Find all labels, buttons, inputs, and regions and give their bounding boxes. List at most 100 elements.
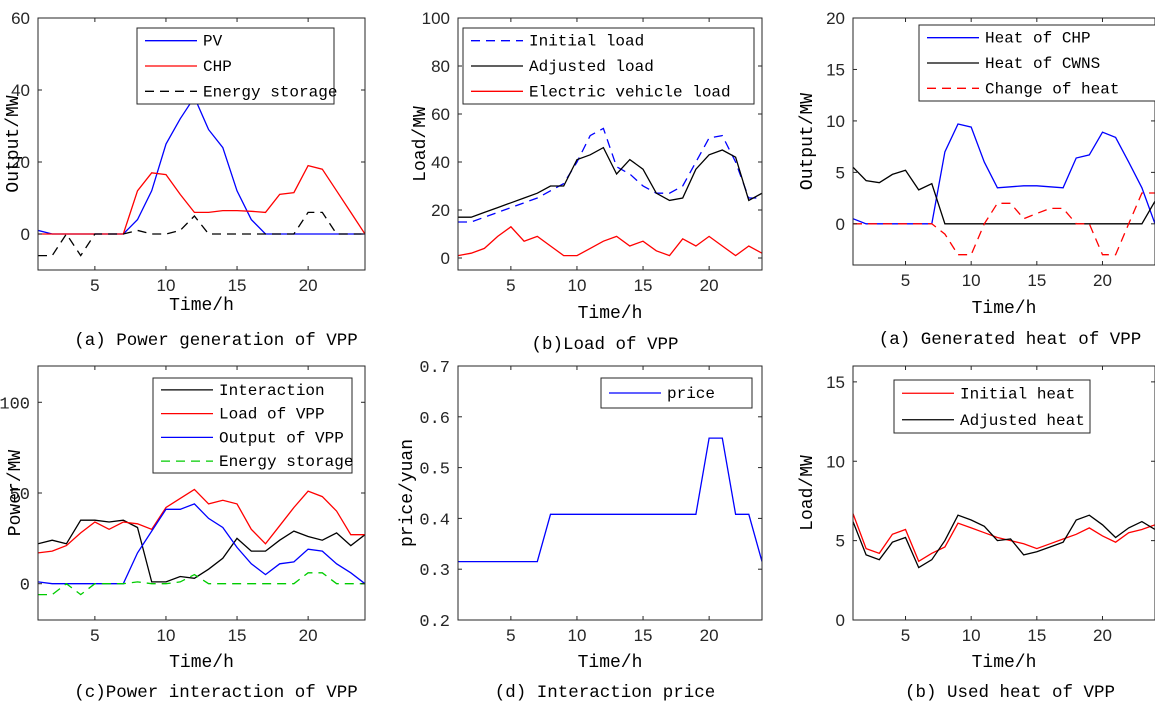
x-axis-label: Time/h (169, 653, 234, 673)
series-line-energy-storage (38, 572, 365, 596)
y-tick-label: 5 (836, 532, 845, 551)
y-axis-label: Output/MW (4, 95, 24, 192)
legend-label: Initial heat (960, 385, 1075, 403)
y-tick-label: 60 (11, 9, 30, 28)
y-tick-label: 0 (836, 611, 845, 630)
y-tick-label: 20 (431, 201, 450, 220)
legend-box (152, 377, 353, 474)
x-tick-label: 10 (962, 626, 981, 645)
series-line-chp (38, 164, 365, 235)
chart-a2: 5 10 15 20 0 5 10 15 20 Time/h Output/MW (a) Genera… (798, 9, 1155, 350)
chart-caption: (d) Interaction price (495, 683, 716, 703)
y-axis-label: Power/MW (6, 450, 26, 537)
legend-label: Interaction (219, 382, 325, 400)
y-tick-label: 20 (11, 153, 30, 172)
x-tick-label: 5 (90, 626, 99, 645)
legend-label: Heat of CWNS (985, 55, 1100, 73)
chart-caption: (b)Load of VPP (531, 335, 678, 355)
chart-c1: 5 10 15 20 0 50 100 Time/h Power/MW (c)Power inte… (0, 365, 366, 703)
series-line-heat-of-chp (853, 123, 1155, 225)
y-tick-label: 40 (431, 153, 450, 172)
y-tick-label: 60 (431, 105, 450, 124)
y-tick-label: 0 (441, 249, 450, 268)
x-tick-label: 20 (1093, 271, 1112, 290)
y-axis-label: Load/MW (798, 455, 818, 531)
legend: PV CHP Energy storage (136, 27, 337, 105)
x-axis-label: Time/h (972, 653, 1037, 673)
x-tick-label: 10 (156, 626, 175, 645)
x-tick-label: 5 (506, 276, 515, 295)
legend: Initial load Adjusted load Electric vehicl… (462, 27, 755, 105)
x-axis-label: Time/h (972, 299, 1037, 319)
y-tick-label: 15 (826, 373, 845, 392)
legend-label: Adjusted load (529, 58, 654, 76)
y-tick-label: 100 (422, 9, 450, 28)
y-tick-label: 20 (826, 9, 845, 28)
x-tick-label: 5 (901, 626, 910, 645)
x-tick-label: 15 (228, 276, 247, 295)
legend-label: Heat of CHP (985, 30, 1091, 48)
series-group (853, 123, 1155, 256)
series-line-change-of-heat (853, 192, 1155, 256)
y-tick-label: 50 (10, 486, 30, 505)
series-line-adjusted-heat (853, 514, 1155, 569)
series-line-energy-storage (38, 211, 365, 257)
y-tick-label: 10 (826, 112, 845, 131)
x-tick-label: 20 (1093, 626, 1112, 645)
legend-label: Energy storage (203, 83, 337, 101)
chart-b1: 5 10 15 20 0 20 40 60 80 100 Time/h Load/MW (b)Load … (411, 9, 763, 355)
legend-box (893, 379, 1091, 434)
x-tick-label: 20 (299, 276, 318, 295)
x-tick-label: 10 (962, 271, 981, 290)
series-line-heat-of-cwns (853, 166, 1155, 225)
x-tick-label: 15 (1027, 626, 1046, 645)
y-tick-label: 5 (836, 163, 845, 182)
series-group (458, 437, 762, 563)
y-axis-label: price/yuan (398, 439, 418, 547)
series-line-load-of-vpp (38, 488, 365, 554)
series-line-interaction (38, 519, 365, 583)
y-axis-label: Load/MW (411, 106, 431, 182)
y-tick-label: 0 (20, 577, 30, 596)
x-tick-label: 20 (700, 626, 719, 645)
legend-label: Energy storage (219, 453, 353, 471)
series-line-initial-heat (853, 513, 1155, 563)
x-axis-label: Time/h (578, 304, 643, 324)
chart-caption: (b) Used heat of VPP (905, 683, 1115, 703)
x-tick-label: 5 (506, 626, 515, 645)
x-axis-label: Time/h (578, 653, 643, 673)
series-line-adjusted-load (458, 146, 762, 218)
plot-frame (37, 17, 366, 271)
chart-caption: (a) Power generation of VPP (74, 331, 358, 351)
y-tick-label: 0.6 (419, 410, 450, 429)
series-line-output-of-vpp (38, 503, 365, 585)
y-tick-label: 10 (826, 452, 845, 471)
x-tick-label: 5 (901, 271, 910, 290)
plot-frame (457, 17, 763, 271)
series-group (38, 488, 365, 596)
x-tick-label: 15 (634, 276, 653, 295)
y-tick-label: 0.5 (419, 461, 450, 480)
x-tick-label: 20 (700, 276, 719, 295)
legend-label: Initial load (529, 33, 644, 51)
legend-label: PV (203, 33, 223, 51)
x-tick-label: 10 (567, 276, 586, 295)
chart-caption: (c)Power interaction of VPP (74, 683, 358, 703)
x-tick-label: 20 (299, 626, 318, 645)
series-line-electric-vehicle-load (458, 225, 762, 257)
x-tick-label: 15 (228, 626, 247, 645)
plot-frame (852, 365, 1155, 621)
plot-frame (852, 17, 1155, 266)
y-tick-label: 15 (826, 60, 845, 79)
y-tick-label: 100 (0, 395, 30, 414)
legend: Initial heat Adjusted heat (893, 379, 1091, 434)
x-tick-label: 10 (567, 626, 586, 645)
legend: Heat of CHP Heat of CWNS Change of heat (918, 24, 1155, 102)
legend-label: Output of VPP (219, 429, 344, 447)
y-tick-label: 0.7 (419, 359, 450, 378)
y-tick-label: 0 (21, 225, 30, 244)
x-axis-label: Time/h (169, 296, 234, 316)
legend: price (600, 377, 753, 409)
y-tick-label: 0 (836, 215, 845, 234)
x-tick-label: 5 (90, 276, 99, 295)
